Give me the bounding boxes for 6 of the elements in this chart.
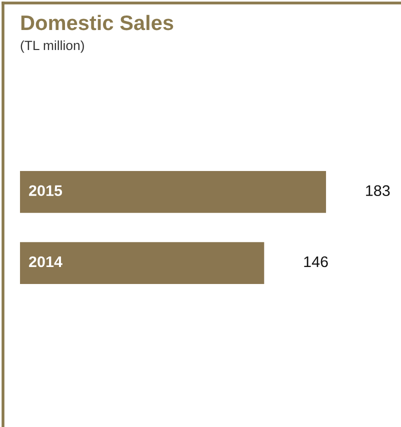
- data-label: 146: [304, 256, 328, 268]
- chart-subtitle: (TL million): [20, 40, 84, 53]
- y-tick-label: 2014: [29, 256, 62, 268]
- y-tick-label: 2015: [29, 185, 62, 196]
- data-label: 183: [366, 185, 390, 196]
- chart-title: Domestic Sales: [21, 14, 174, 30]
